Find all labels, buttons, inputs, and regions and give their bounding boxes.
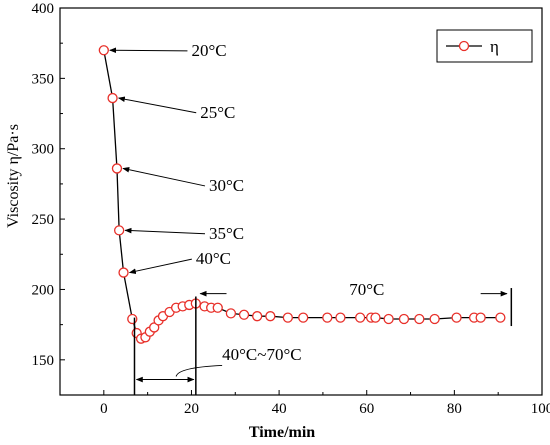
x-tick-label: 60 <box>359 401 374 417</box>
annotation-label: 70°C <box>349 280 384 299</box>
annotation-arrow <box>122 167 206 187</box>
legend-label: η <box>490 37 499 56</box>
annotation-layer: 20°C 25°C 30°C 35°C 40°C 70°C 40°C~70°C <box>109 41 513 395</box>
annotation-label: 40°C <box>196 249 231 268</box>
data-point <box>252 311 263 322</box>
data-point <box>414 313 425 325</box>
data-point <box>107 92 118 104</box>
data-point <box>495 312 506 323</box>
x-tick-label: 40 <box>272 401 287 417</box>
data-point <box>212 302 223 313</box>
data-point <box>127 313 138 325</box>
x-tick-label: 20 <box>184 401 199 417</box>
series-line <box>103 50 501 340</box>
data-point <box>475 312 486 323</box>
annotation-arrow <box>117 96 197 114</box>
data-point <box>265 311 276 322</box>
y-tick-label: 250 <box>32 212 55 228</box>
data-point <box>398 313 410 325</box>
data-point <box>322 312 333 323</box>
data-point <box>238 309 250 320</box>
data-point <box>335 312 346 323</box>
data-point <box>111 163 123 174</box>
annotation-arrow <box>109 47 188 54</box>
annotation-label: 35°C <box>209 224 244 243</box>
tick-layer: 0 20 40 60 80 100 150 200 250 300 350 400 <box>32 1 550 417</box>
y-tick-label: 350 <box>32 71 55 87</box>
data-point <box>225 308 237 319</box>
callout-curve <box>175 364 223 377</box>
data-point <box>98 45 109 56</box>
plot-layer <box>59 7 543 396</box>
y-axis-label: Viscosity η/Pa·s <box>5 124 22 228</box>
y-tick-label: 150 <box>32 353 55 369</box>
x-tick-label: 100 <box>531 401 550 417</box>
plot-frame <box>59 7 543 396</box>
y-tick-label: 400 <box>32 1 55 17</box>
series-layer <box>98 45 506 344</box>
y-tick-label: 200 <box>32 282 55 298</box>
x-axis-label: Time/min <box>249 424 315 441</box>
data-point <box>355 312 366 323</box>
data-point <box>282 312 294 323</box>
data-point <box>429 313 440 325</box>
legend-swatch-marker <box>458 40 470 52</box>
data-point <box>383 313 394 325</box>
annotation-label: 30°C <box>209 176 244 195</box>
annotation-arrow <box>124 227 206 235</box>
annotation-label: 40°C~70°C <box>222 345 301 364</box>
data-point <box>298 312 309 323</box>
annotation-arrow <box>128 258 192 274</box>
data-point <box>114 225 125 236</box>
annotation-label: 25°C <box>200 103 235 122</box>
x-tick-label: 0 <box>100 401 108 417</box>
legend: η <box>436 29 533 63</box>
data-point <box>118 267 129 278</box>
data-point <box>370 312 381 323</box>
data-point <box>451 312 462 323</box>
annotation-label: 20°C <box>191 41 226 60</box>
y-tick-label: 300 <box>32 142 55 158</box>
x-tick-label: 80 <box>447 401 462 417</box>
